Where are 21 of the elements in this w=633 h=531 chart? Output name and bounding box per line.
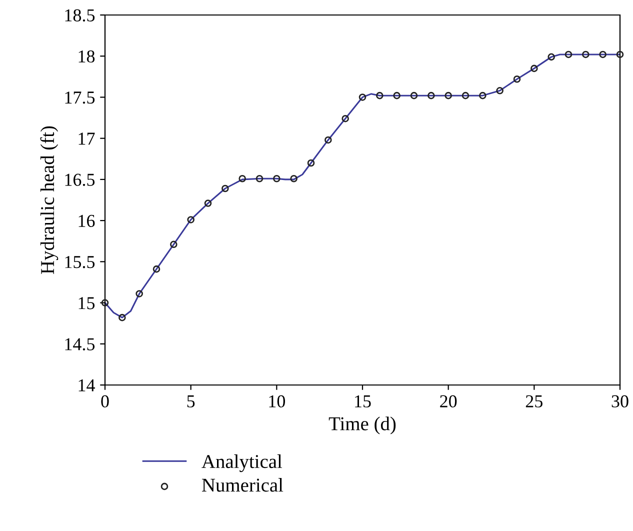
x-tick-label: 5: [187, 395, 195, 408]
y-tick-label: 17: [78, 132, 95, 145]
y-axis-title: Hydraulic head (ft): [40, 126, 58, 274]
y-tick-label: 16.5: [65, 174, 95, 186]
y-tick-label: 18: [78, 50, 95, 63]
y-tick-label: 14.5: [65, 338, 95, 350]
x-tick-label: 15: [355, 395, 371, 408]
x-tick-label: 25: [526, 395, 542, 408]
x-tick-label: 10: [269, 395, 286, 408]
legend-label: Numerical: [202, 478, 284, 492]
y-tick-label: 14: [78, 379, 95, 392]
y-tick-label: 16: [78, 214, 95, 227]
y-tick-label: 17.5: [65, 92, 95, 104]
y-tick-label: 15.5: [65, 256, 95, 268]
y-tick-label: 15: [78, 297, 95, 310]
y-tick-label: 18.5: [65, 9, 95, 22]
x-axis-title: Time (d): [328, 416, 396, 434]
x-tick-label: 20: [440, 395, 457, 408]
x-tick-label: 30: [612, 395, 628, 408]
x-tick-label: 0: [101, 395, 109, 408]
legend-label: Analytical: [202, 454, 282, 472]
